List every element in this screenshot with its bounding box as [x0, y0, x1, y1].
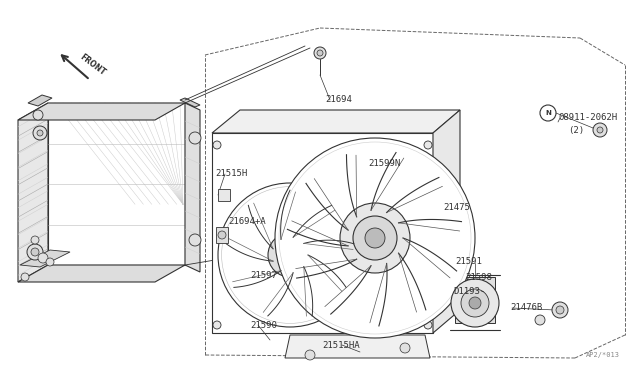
- Text: 21694: 21694: [325, 96, 352, 105]
- Circle shape: [597, 127, 603, 133]
- Text: 21476B: 21476B: [510, 304, 542, 312]
- Circle shape: [424, 321, 432, 329]
- Circle shape: [213, 141, 221, 149]
- Circle shape: [218, 183, 362, 327]
- Circle shape: [552, 302, 568, 318]
- Circle shape: [275, 138, 475, 338]
- Circle shape: [218, 231, 226, 239]
- Polygon shape: [28, 95, 52, 106]
- Circle shape: [353, 216, 397, 260]
- Circle shape: [305, 350, 315, 360]
- Circle shape: [213, 321, 221, 329]
- Text: 21597: 21597: [250, 270, 277, 279]
- Text: 21599N: 21599N: [368, 158, 400, 167]
- Polygon shape: [48, 103, 185, 265]
- Circle shape: [38, 253, 48, 263]
- Text: D1193-: D1193-: [453, 288, 485, 296]
- Circle shape: [279, 142, 471, 334]
- Text: (2): (2): [568, 125, 584, 135]
- Circle shape: [33, 126, 47, 140]
- Circle shape: [400, 343, 410, 353]
- Circle shape: [424, 141, 432, 149]
- Circle shape: [189, 132, 201, 144]
- Text: 08911-2062H: 08911-2062H: [558, 113, 617, 122]
- Text: AP2/*013: AP2/*013: [586, 352, 620, 358]
- Circle shape: [31, 248, 39, 256]
- Circle shape: [535, 315, 545, 325]
- Text: 21590: 21590: [250, 321, 277, 330]
- Circle shape: [221, 187, 358, 323]
- Polygon shape: [216, 227, 228, 243]
- Circle shape: [46, 258, 54, 266]
- Text: 21591: 21591: [455, 257, 482, 266]
- Polygon shape: [180, 98, 200, 107]
- Circle shape: [285, 250, 295, 260]
- Text: 21515H: 21515H: [215, 170, 247, 179]
- Circle shape: [593, 123, 607, 137]
- Polygon shape: [370, 143, 415, 160]
- Circle shape: [340, 203, 410, 273]
- Circle shape: [317, 50, 323, 56]
- Text: N: N: [545, 110, 551, 116]
- Polygon shape: [18, 103, 185, 120]
- Circle shape: [268, 233, 312, 277]
- Text: 21598: 21598: [465, 273, 492, 282]
- Circle shape: [27, 244, 43, 260]
- Circle shape: [37, 130, 43, 136]
- Circle shape: [21, 273, 29, 281]
- Circle shape: [540, 105, 556, 121]
- Text: 21694+A: 21694+A: [228, 218, 266, 227]
- Circle shape: [278, 243, 302, 267]
- Circle shape: [556, 306, 564, 314]
- Polygon shape: [212, 110, 460, 133]
- Circle shape: [314, 47, 326, 59]
- Circle shape: [469, 297, 481, 309]
- Polygon shape: [20, 250, 70, 267]
- Polygon shape: [212, 133, 433, 333]
- Text: 21515HA: 21515HA: [322, 340, 360, 350]
- Polygon shape: [285, 335, 430, 358]
- Polygon shape: [18, 103, 48, 282]
- Text: FRONT: FRONT: [78, 52, 107, 77]
- Circle shape: [461, 289, 489, 317]
- Polygon shape: [433, 110, 460, 333]
- Circle shape: [365, 228, 385, 248]
- Polygon shape: [455, 277, 495, 323]
- Text: 21475: 21475: [443, 203, 470, 212]
- Polygon shape: [18, 265, 185, 282]
- Circle shape: [31, 236, 39, 244]
- Circle shape: [33, 110, 43, 120]
- Polygon shape: [218, 189, 230, 201]
- Polygon shape: [185, 103, 200, 272]
- Circle shape: [451, 279, 499, 327]
- Circle shape: [189, 234, 201, 246]
